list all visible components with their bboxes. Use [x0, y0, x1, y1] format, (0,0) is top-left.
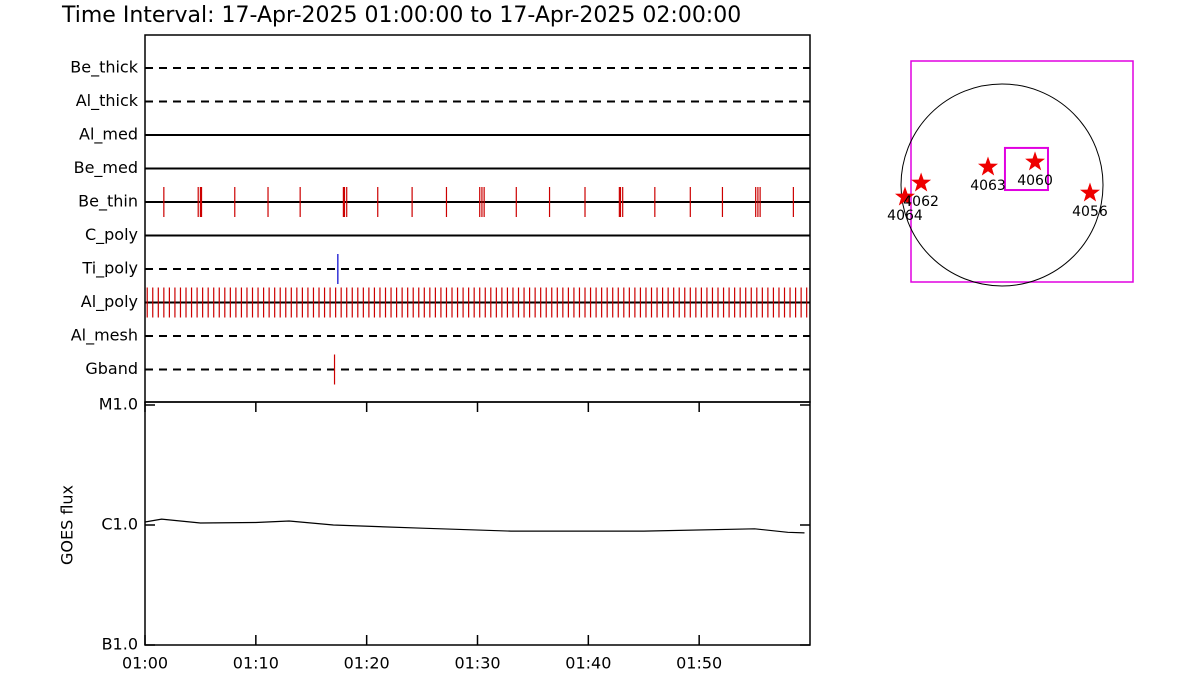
- region-label: 4060: [1017, 173, 1053, 189]
- y-tick-label: C1.0: [101, 515, 138, 534]
- row-label: Gband: [85, 359, 138, 378]
- row-label: Be_med: [74, 158, 138, 178]
- x-tick-label: 01:30: [454, 654, 500, 673]
- region-marker: [1025, 151, 1045, 171]
- region-marker: [895, 186, 915, 206]
- y-tick-label: M1.0: [99, 395, 138, 414]
- row-label: Al_thick: [76, 91, 139, 111]
- row-label: Al_mesh: [71, 326, 138, 346]
- row-label: Be_thin: [78, 192, 138, 212]
- row-label: Al_med: [79, 125, 138, 145]
- x-tick-label: 01:40: [565, 654, 611, 673]
- row-label: Ti_poly: [81, 259, 138, 279]
- y-tick-label: B1.0: [102, 635, 138, 654]
- subfield: [1003, 146, 1049, 192]
- x-tick-label: 01:50: [676, 654, 722, 673]
- x-tick-label: 01:00: [122, 654, 168, 673]
- region-marker: [911, 172, 932, 192]
- y-axis-label: GOES flux: [58, 485, 77, 565]
- goes-line: [144, 518, 805, 534]
- field-of-view: [910, 60, 1134, 283]
- region-label: 4064: [887, 208, 923, 224]
- region-label: 4056: [1072, 204, 1108, 220]
- chart-title: Time Interval: 17-Apr-2025 01:00:00 to 1…: [61, 3, 741, 28]
- region-marker: [1080, 182, 1100, 202]
- region-marker: [978, 156, 998, 176]
- region-label: 4062: [903, 194, 939, 210]
- solar-limb: [900, 83, 1104, 287]
- row-label: Al_poly: [81, 292, 138, 312]
- x-tick-label: 01:20: [344, 654, 390, 673]
- row-label: Be_thick: [70, 58, 138, 78]
- x-tick-label: 01:10: [233, 654, 279, 673]
- row-label: C_poly: [85, 225, 138, 245]
- region-label: 4063: [970, 178, 1006, 194]
